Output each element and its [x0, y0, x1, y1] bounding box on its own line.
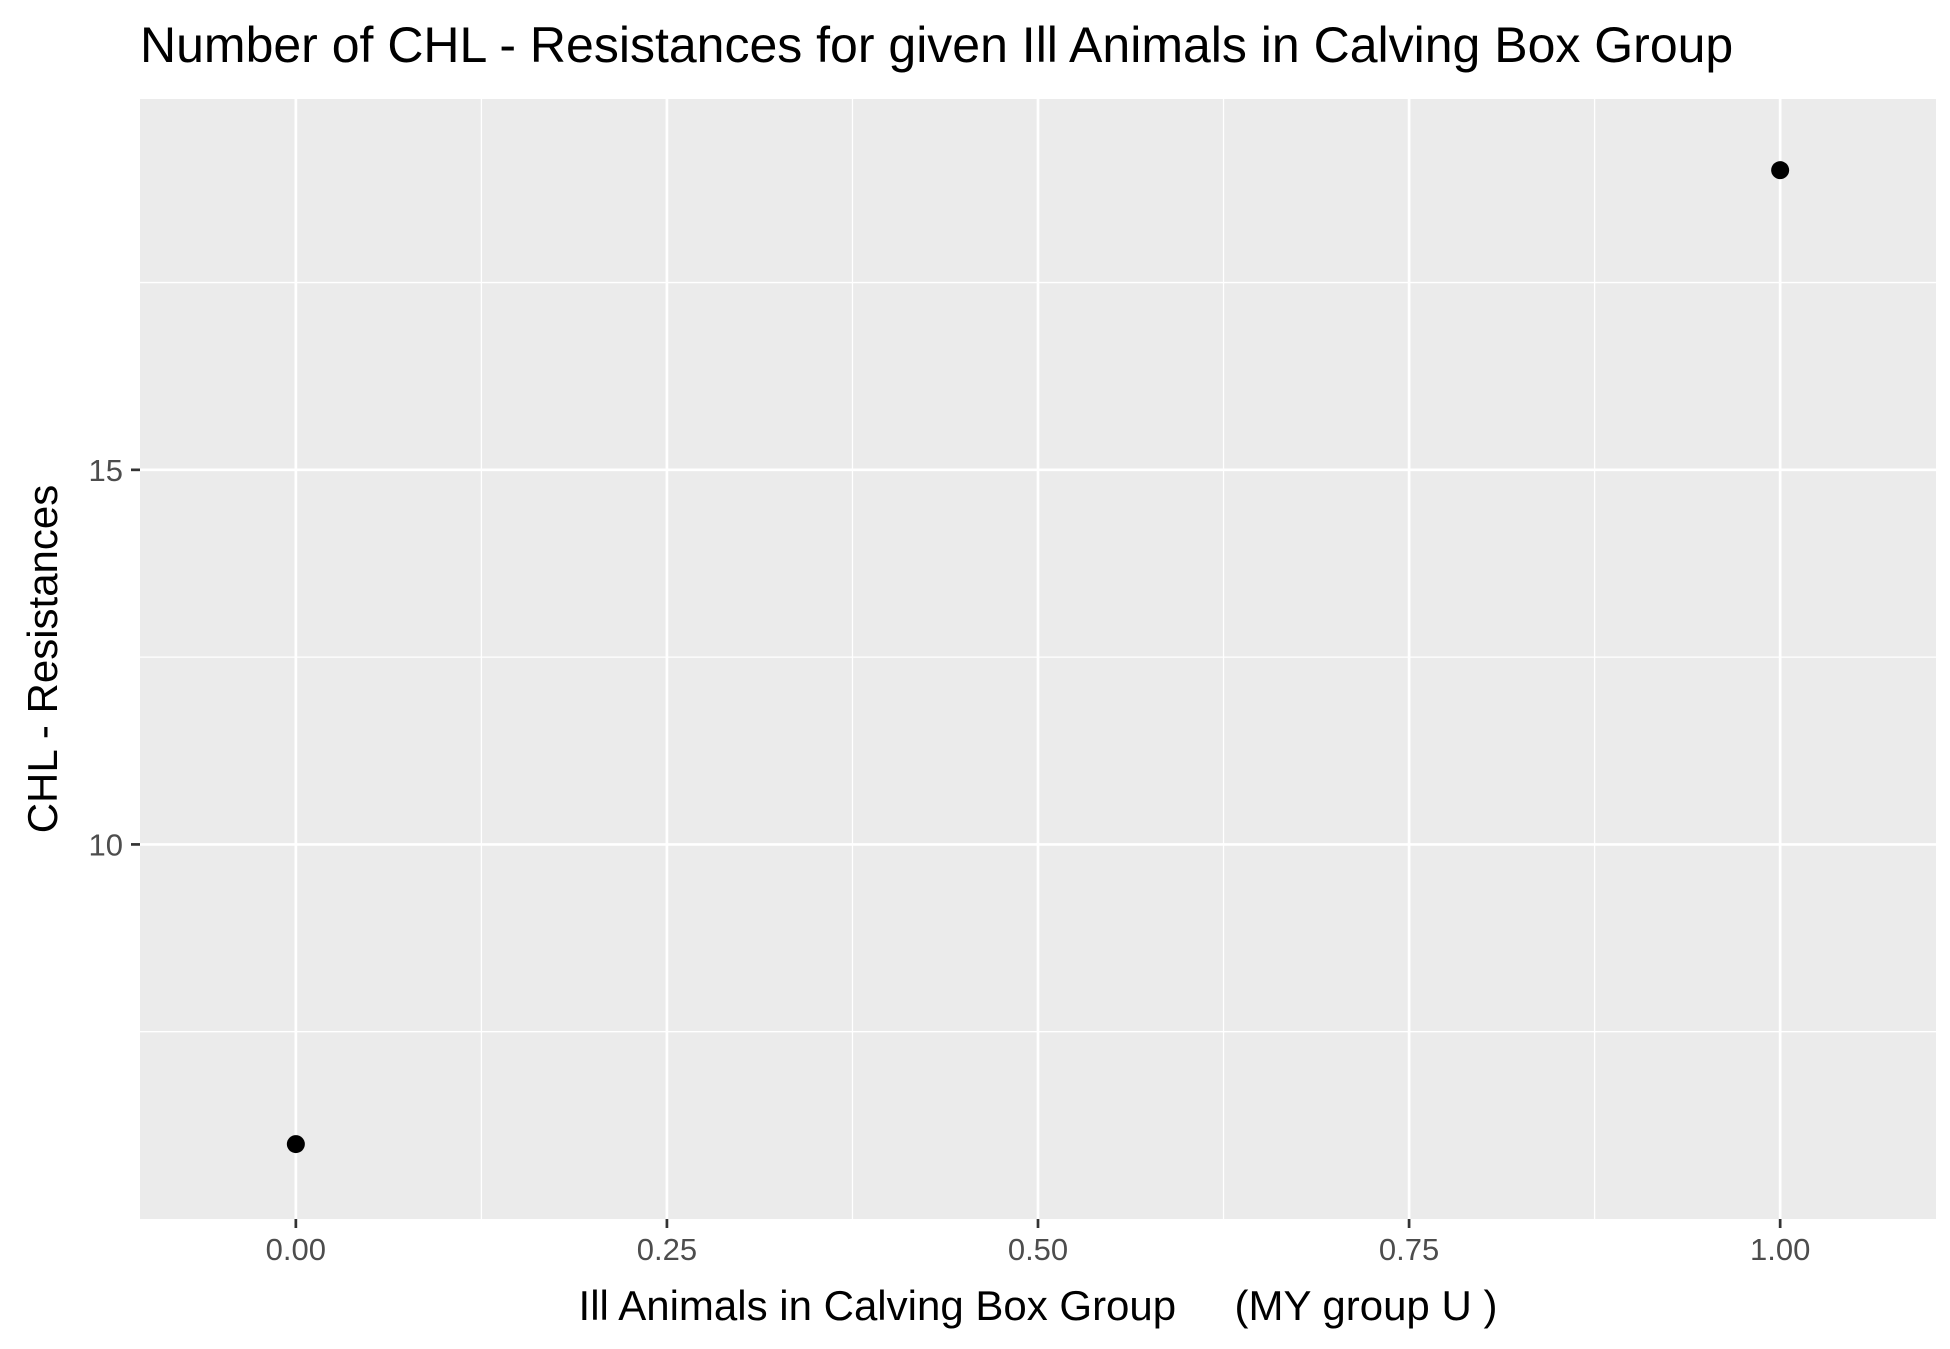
x-tick-label: 0.00 [266, 1232, 326, 1267]
x-axis-title: Ill Animals in Calving Box Group (MY gro… [579, 1282, 1498, 1329]
data-point [286, 1135, 305, 1154]
x-tick-label: 0.50 [1008, 1232, 1068, 1267]
x-tick-label: 0.25 [637, 1232, 697, 1267]
axis-ticks: 0.00 0.25 0.50 0.75 1.00 10 15 [89, 453, 1811, 1267]
grid-lines [140, 99, 1936, 1219]
data-point [1771, 161, 1790, 180]
chart-title: Number of CHL - Resistances for given Il… [140, 17, 1733, 73]
data-points [286, 161, 1790, 1154]
y-axis-title: CHL - Resistances [19, 485, 66, 834]
x-tick-label: 0.75 [1379, 1232, 1439, 1267]
y-tick-label: 15 [89, 453, 123, 488]
x-tick-label: 1.00 [1750, 1232, 1810, 1267]
y-tick-label: 10 [89, 827, 123, 862]
